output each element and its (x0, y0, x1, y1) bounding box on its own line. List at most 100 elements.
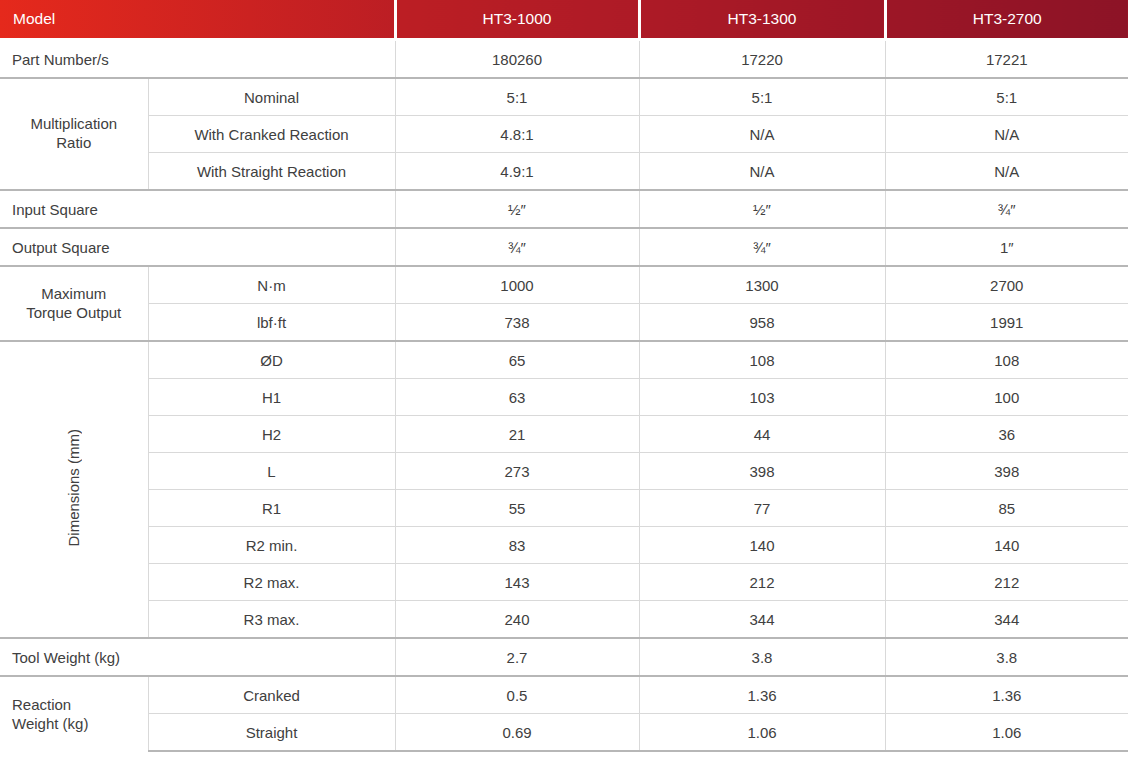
sub-row-label: Nominal (148, 78, 395, 116)
row-label: Output Square (0, 228, 395, 266)
dim-h1-row: H1 63 103 100 (0, 379, 1128, 416)
cell-value: 108 (639, 341, 885, 379)
cell-value: 36 (885, 416, 1128, 453)
cell-value: 1300 (639, 266, 885, 304)
cell-value: 398 (885, 453, 1128, 490)
sub-row-label: With Straight Reaction (148, 153, 395, 191)
sub-row-label: H1 (148, 379, 395, 416)
cell-value: 44 (639, 416, 885, 453)
cell-value: N/A (885, 116, 1128, 153)
ratio-nominal-row: Multiplication Ratio Nominal 5:1 5:1 5:1 (0, 78, 1128, 116)
sub-row-label: ØD (148, 341, 395, 379)
sub-row-label: H2 (148, 416, 395, 453)
cell-value: 55 (395, 490, 639, 527)
dim-l-row: L 273 398 398 (0, 453, 1128, 490)
part-number-row: Part Number/s 180260 17220 17221 (0, 40, 1128, 79)
cell-value: 103 (639, 379, 885, 416)
sub-row-label: R2 min. (148, 527, 395, 564)
dim-od-row: Dimensions (mm) ØD 65 108 108 (0, 341, 1128, 379)
cell-value: 958 (639, 304, 885, 342)
cell-value: 212 (885, 564, 1128, 601)
dim-r2min-row: R2 min. 83 140 140 (0, 527, 1128, 564)
ratio-straight-row: With Straight Reaction 4.9:1 N/A N/A (0, 153, 1128, 191)
sub-row-label: lbf·ft (148, 304, 395, 342)
cell-value: 398 (639, 453, 885, 490)
cell-value: 1″ (885, 228, 1128, 266)
cell-value: 2700 (885, 266, 1128, 304)
cell-value: 5:1 (395, 78, 639, 116)
sub-row-label: R2 max. (148, 564, 395, 601)
table-header-row: Model HT3-1000 HT3-1300 HT3-2700 (0, 0, 1128, 40)
cell-value: ½″ (395, 190, 639, 228)
cell-value: 1.36 (885, 676, 1128, 714)
section-label: Dimensions (mm) (0, 341, 148, 638)
column-header-ht3-1300: HT3-1300 (639, 0, 885, 40)
cell-value: 100 (885, 379, 1128, 416)
cell-value: 273 (395, 453, 639, 490)
cell-value: 140 (639, 527, 885, 564)
torque-nm-row: Maximum Torque Output N·m 1000 1300 2700 (0, 266, 1128, 304)
cell-value: 83 (395, 527, 639, 564)
section-label: Reaction Weight (kg) (0, 676, 148, 751)
cell-value: ¾″ (639, 228, 885, 266)
cell-value: N/A (885, 153, 1128, 191)
cell-value: 1.06 (885, 714, 1128, 752)
cell-value: 0.5 (395, 676, 639, 714)
section-label: Maximum Torque Output (0, 266, 148, 341)
cell-value: 63 (395, 379, 639, 416)
column-header-ht3-1000: HT3-1000 (395, 0, 639, 40)
cell-value: 344 (639, 601, 885, 639)
cell-value: 17221 (885, 40, 1128, 79)
cell-value: 240 (395, 601, 639, 639)
cell-value: 85 (885, 490, 1128, 527)
sub-row-label: L (148, 453, 395, 490)
cell-value: 0.69 (395, 714, 639, 752)
sub-row-label: R3 max. (148, 601, 395, 639)
input-square-row: Input Square ½″ ½″ ¾″ (0, 190, 1128, 228)
row-label: Tool Weight (kg) (0, 638, 395, 676)
cell-value: 180260 (395, 40, 639, 79)
row-label: Input Square (0, 190, 395, 228)
output-square-row: Output Square ¾″ ¾″ 1″ (0, 228, 1128, 266)
cell-value: 5:1 (885, 78, 1128, 116)
cell-value: 140 (885, 527, 1128, 564)
cell-value: 77 (639, 490, 885, 527)
cell-value: 5:1 (639, 78, 885, 116)
section-label: Multiplication Ratio (0, 78, 148, 190)
cell-value: 344 (885, 601, 1128, 639)
dim-r1-row: R1 55 77 85 (0, 490, 1128, 527)
cell-value: 3.8 (639, 638, 885, 676)
tool-weight-row: Tool Weight (kg) 2.7 3.8 3.8 (0, 638, 1128, 676)
spec-table: Model HT3-1000 HT3-1300 HT3-2700 Part Nu… (0, 0, 1128, 752)
cell-value: 108 (885, 341, 1128, 379)
cell-value: 2.7 (395, 638, 639, 676)
cell-value: 143 (395, 564, 639, 601)
dim-r3max-row: R3 max. 240 344 344 (0, 601, 1128, 639)
sub-row-label: R1 (148, 490, 395, 527)
cell-value: 738 (395, 304, 639, 342)
sub-row-label: Straight (148, 714, 395, 752)
cell-value: 3.8 (885, 638, 1128, 676)
cell-value: ¾″ (395, 228, 639, 266)
cell-value: 65 (395, 341, 639, 379)
row-label: Part Number/s (0, 40, 395, 79)
column-header-ht3-2700: HT3-2700 (885, 0, 1128, 40)
cell-value: 21 (395, 416, 639, 453)
ratio-cranked-row: With Cranked Reaction 4.8:1 N/A N/A (0, 116, 1128, 153)
cell-value: 17220 (639, 40, 885, 79)
cell-value: 1000 (395, 266, 639, 304)
cell-value: 4.9:1 (395, 153, 639, 191)
sub-row-label: N·m (148, 266, 395, 304)
cell-value: 1991 (885, 304, 1128, 342)
cell-value: 212 (639, 564, 885, 601)
reaction-straight-row: Straight 0.69 1.06 1.06 (0, 714, 1128, 752)
dim-r2max-row: R2 max. 143 212 212 (0, 564, 1128, 601)
cell-value: ¾″ (885, 190, 1128, 228)
cell-value: N/A (639, 153, 885, 191)
cell-value: 1.06 (639, 714, 885, 752)
dim-h2-row: H2 21 44 36 (0, 416, 1128, 453)
reaction-cranked-row: Reaction Weight (kg) Cranked 0.5 1.36 1.… (0, 676, 1128, 714)
sub-row-label: Cranked (148, 676, 395, 714)
cell-value: 4.8:1 (395, 116, 639, 153)
torque-lbfft-row: lbf·ft 738 958 1991 (0, 304, 1128, 342)
